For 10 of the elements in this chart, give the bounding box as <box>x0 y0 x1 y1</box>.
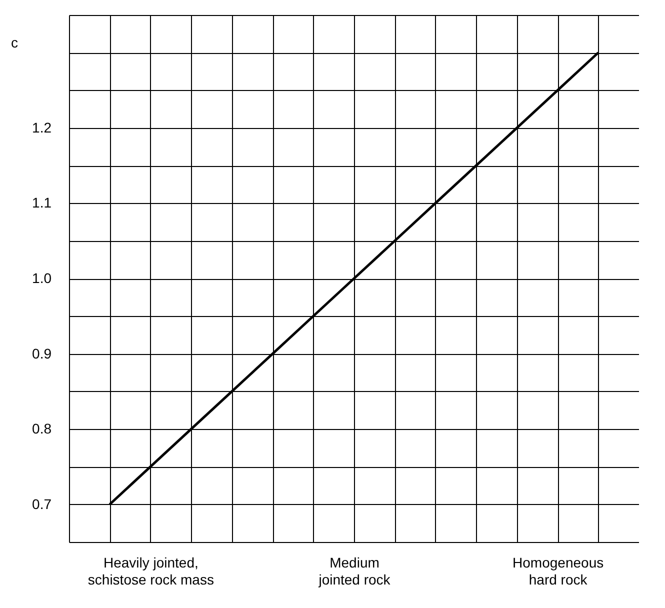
x-tick-label: Homogeneous hard rock <box>512 554 604 588</box>
y-axis-title: c <box>11 34 18 50</box>
y-tick-label: 1.1 <box>32 194 52 211</box>
y-tick-label: 0.9 <box>32 345 52 362</box>
y-tick-label: 0.8 <box>32 420 52 437</box>
y-tick-label: 0.7 <box>32 496 52 512</box>
y-tick-label: 1.0 <box>32 270 52 286</box>
y-tick-label: 1.2 <box>32 119 52 136</box>
x-tick-label: Medium jointed rock <box>318 554 392 588</box>
x-tick-label: Heavily jointed, schistose rock mass <box>88 554 214 588</box>
